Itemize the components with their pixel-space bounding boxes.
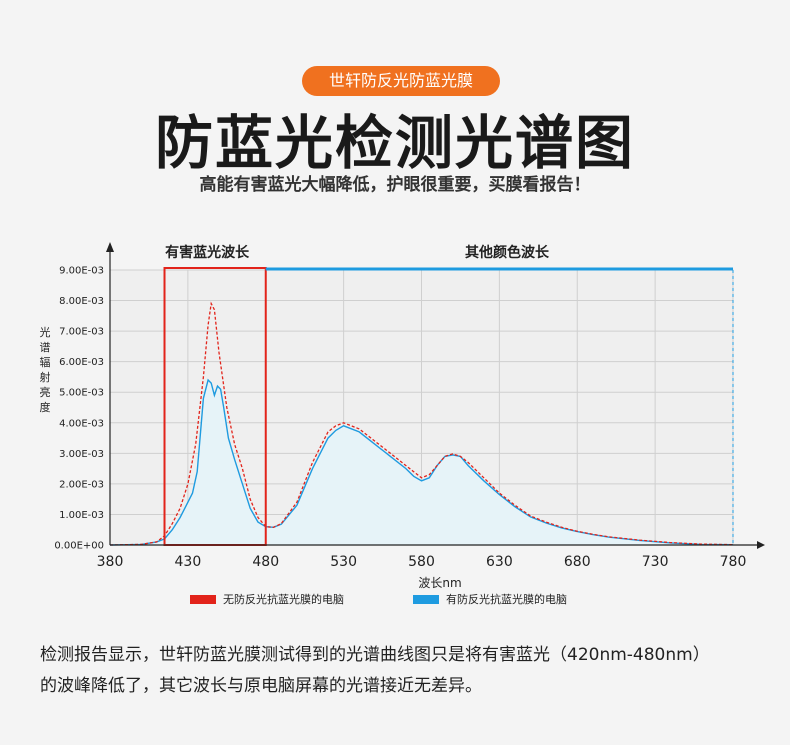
legend-swatch-without-film xyxy=(190,595,216,604)
chart-fill xyxy=(110,380,733,545)
spectrum-chart: 0.00E+00 1.00E-03 2.00E-03 3.00E-03 4.00E-03… xyxy=(40,242,765,606)
y-tick-label: 0.00E+00 xyxy=(54,541,104,552)
x-tick-label: 430 xyxy=(175,554,202,570)
y-tick-label: 6.00E-03 xyxy=(59,357,104,368)
y-tick-label: 7.00E-03 xyxy=(59,327,104,338)
other-region-label: 其他颜色波长 xyxy=(465,244,550,261)
x-tick-label: 380 xyxy=(97,554,124,570)
x-tick-label: 580 xyxy=(408,554,435,570)
x-tick-label: 480 xyxy=(252,554,279,570)
series-line-with-film xyxy=(109,378,734,546)
y-axis-arrow xyxy=(106,242,114,252)
x-axis-arrow xyxy=(757,541,765,549)
page-subtitle: 高能有害蓝光大幅降低，护眼很重要，买膜看报告！ xyxy=(199,175,591,195)
chart-axes: 0.00E+00 1.00E-03 2.00E-03 3.00E-03 4.00E-03… xyxy=(54,242,765,570)
x-tick-label: 630 xyxy=(486,554,513,570)
description: 检测报告显示，世轩防蓝光膜测试得到的光谱曲线图只是将有害蓝光（420nm-480… xyxy=(40,640,760,702)
description-line: 检测报告显示，世轩防蓝光膜测试得到的光谱曲线图只是将有害蓝光（420nm-480… xyxy=(40,645,710,665)
description-line: 的波峰降低了，其它波长与原电脑屏幕的光谱接近无差异。 xyxy=(40,676,482,696)
legend-swatch-with-film xyxy=(413,595,439,604)
y-tick-label: 1.00E-03 xyxy=(59,510,104,521)
series-area-with-film xyxy=(110,380,733,545)
x-tick-label: 530 xyxy=(330,554,357,570)
y-tick-label: 5.00E-03 xyxy=(59,388,104,399)
legend-label-without-film: 无防反光抗蓝光膜的电脑 xyxy=(223,592,344,606)
y-tick-label: 2.00E-03 xyxy=(59,479,104,490)
product-badge: 世轩防反光防蓝光膜 xyxy=(302,66,500,96)
y-tick-label: 3.00E-03 xyxy=(59,449,104,460)
y-tick-label: 9.00E-03 xyxy=(59,266,104,277)
chart-series xyxy=(109,301,734,546)
harmful-region-label: 有害蓝光波长 xyxy=(165,244,250,261)
y-tick-label: 8.00E-03 xyxy=(59,296,104,307)
y-axis-label: 光谱辐射亮度 xyxy=(40,325,51,414)
x-tick-label: 780 xyxy=(720,554,747,570)
x-tick-label: 680 xyxy=(564,554,591,570)
chart-legend: 无防反光抗蓝光膜的电脑 有防反光抗蓝光膜的电脑 xyxy=(190,592,567,606)
series-line-without-film xyxy=(109,301,734,546)
legend-label-with-film: 有防反光抗蓝光膜的电脑 xyxy=(446,592,567,606)
page-title: 防蓝光检测光谱图 xyxy=(154,109,635,177)
y-tick-label: 4.00E-03 xyxy=(59,418,104,429)
x-tick-label: 730 xyxy=(642,554,669,570)
x-axis-label: 波长nm xyxy=(418,576,461,590)
